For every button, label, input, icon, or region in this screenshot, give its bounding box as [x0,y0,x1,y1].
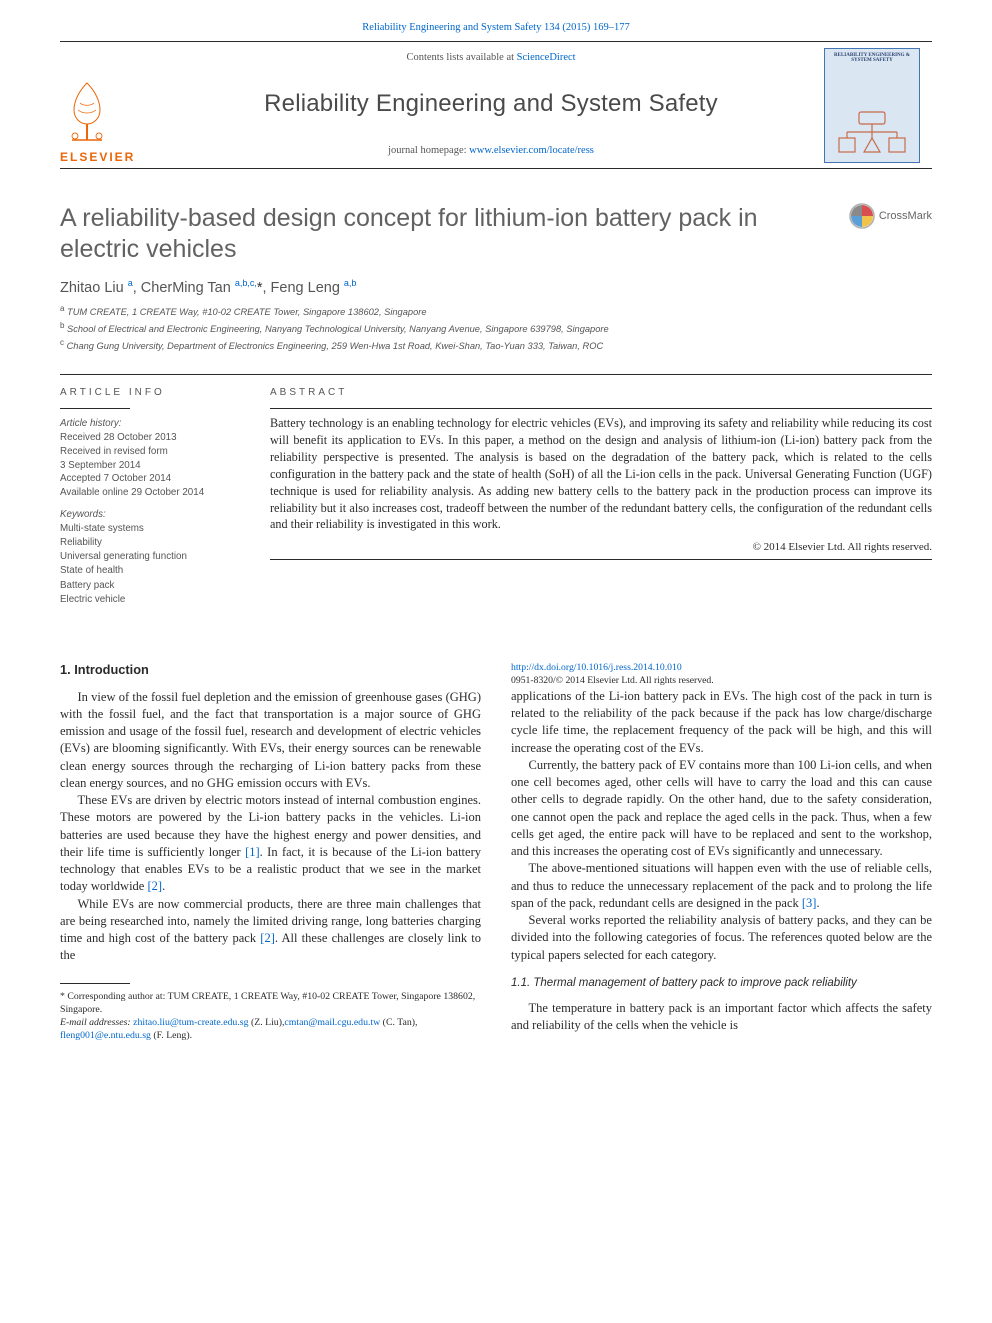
email-attribution: (C. Tan), [380,1017,417,1028]
contents-line: Contents lists available at ScienceDirec… [406,52,575,63]
citation-link[interactable]: Reliability Engineering and System Safet… [362,22,629,33]
correspondence-footnote: * Corresponding author at: TUM CREATE, 1… [60,983,481,1043]
cover-diagram-icon [837,110,907,156]
keywords-label: Keywords: [60,508,252,522]
homepage-pre: journal homepage: [388,145,469,156]
history-line: Received in revised form [60,445,252,459]
affiliations: a TUM CREATE, 1 CREATE Way, #10-02 CREAT… [60,303,932,354]
history-label: Article history: [60,417,252,431]
history-line: Received 28 October 2013 [60,431,252,445]
abstract-head: ABSTRACT [270,387,932,398]
affiliation-line: b School of Electrical and Electronic En… [60,320,932,337]
body-paragraph: applications of the Li-ion battery pack … [511,688,932,757]
banner-center: Contents lists available at ScienceDirec… [170,42,812,168]
article-history: Article history: Received 28 October 201… [60,417,252,499]
section-1-1-heading: 1.1. Thermal management of battery pack … [511,976,932,992]
affiliation-line: c Chang Gung University, Department of E… [60,337,932,354]
cover-thumb-block: RELIABILITY ENGINEERING & SYSTEM SAFETY [812,42,932,168]
divider [270,408,932,409]
citation-link-2[interactable]: [2] [147,879,162,893]
email-line: E-mail addresses: zhitao.liu@tum-create.… [60,1016,481,1042]
keyword-item: Multi-state systems [60,522,252,536]
history-line: 3 September 2014 [60,459,252,473]
homepage-link[interactable]: www.elsevier.com/locate/ress [469,145,594,156]
citation-link-1[interactable]: [1] [245,845,260,859]
body-paragraph: In view of the fossil fuel depletion and… [60,689,481,793]
article-body: 1. Introduction In view of the fossil fu… [60,661,932,1043]
email-link[interactable]: fleng001@e.ntu.edu.sg [60,1030,151,1041]
crossmark-icon [849,203,875,229]
divider [270,559,932,560]
body-paragraph: These EVs are driven by electric motors … [60,792,481,896]
body-paragraph: While EVs are now commercial products, t… [60,896,481,965]
keywords-block: Keywords: Multi-state systemsReliability… [60,508,252,607]
keyword-item: Reliability [60,536,252,550]
citation-header: Reliability Engineering and System Safet… [60,22,932,33]
authors-line: Zhitao Liu a, CherMing Tan a,b,c,*, Feng… [60,278,932,296]
body-paragraph: The above-mentioned situations will happ… [511,860,932,912]
sciencedirect-link[interactable]: ScienceDirect [517,52,576,63]
citation-link-3[interactable]: [3] [802,896,817,910]
journal-title: Reliability Engineering and System Safet… [264,90,718,118]
keyword-item: Battery pack [60,579,252,593]
divider [60,408,130,409]
keyword-item: Electric vehicle [60,593,252,607]
keyword-item: Universal generating function [60,550,252,564]
body-paragraph: The temperature in battery pack is an im… [511,1000,932,1035]
journal-cover-thumbnail: RELIABILITY ENGINEERING & SYSTEM SAFETY [824,48,920,163]
corresponding-author: * Corresponding author at: TUM CREATE, 1… [60,990,481,1016]
email-attribution: (Z. Liu), [249,1017,285,1028]
section-1-heading: 1. Introduction [60,661,481,679]
elsevier-tree-icon [60,78,114,148]
copyright-line: © 2014 Elsevier Ltd. All rights reserved… [270,541,932,553]
publisher-wordmark: ELSEVIER [60,150,135,164]
cover-title-text: RELIABILITY ENGINEERING & SYSTEM SAFETY [825,53,919,64]
email-link[interactable]: cmtan@mail.cgu.edu.tw [284,1017,380,1028]
doi-block: http://dx.doi.org/10.1016/j.ress.2014.10… [511,661,932,688]
body-paragraph: Several works reported the reliability a… [511,912,932,964]
journal-banner: ELSEVIER Contents lists available at Sci… [60,41,932,169]
email-link[interactable]: zhitao.liu@tum-create.edu.sg [133,1017,248,1028]
keyword-item: State of health [60,564,252,578]
issn-copyright: 0951-8320/© 2014 Elsevier Ltd. All right… [511,675,714,686]
crossmark-badge[interactable]: CrossMark [849,203,932,229]
affiliation-line: a TUM CREATE, 1 CREATE Way, #10-02 CREAT… [60,303,932,320]
article-title: A reliability-based design concept for l… [60,203,831,266]
email-label: E-mail addresses: [60,1017,133,1028]
contents-pre: Contents lists available at [406,52,516,63]
article-info-head: ARTICLE INFO [60,387,252,398]
homepage-line: journal homepage: www.elsevier.com/locat… [388,145,594,156]
history-line: Available online 29 October 2014 [60,486,252,500]
crossmark-label: CrossMark [879,210,932,222]
publisher-logo-block: ELSEVIER [60,42,170,168]
history-line: Accepted 7 October 2014 [60,472,252,486]
email-attribution: (F. Leng). [151,1030,192,1041]
abstract-text: Battery technology is an enabling techno… [270,415,932,533]
footnote-rule [60,983,130,984]
doi-link[interactable]: http://dx.doi.org/10.1016/j.ress.2014.10… [511,662,682,673]
citation-link-2b[interactable]: [2] [260,931,275,945]
body-paragraph: Currently, the battery pack of EV contai… [511,757,932,861]
